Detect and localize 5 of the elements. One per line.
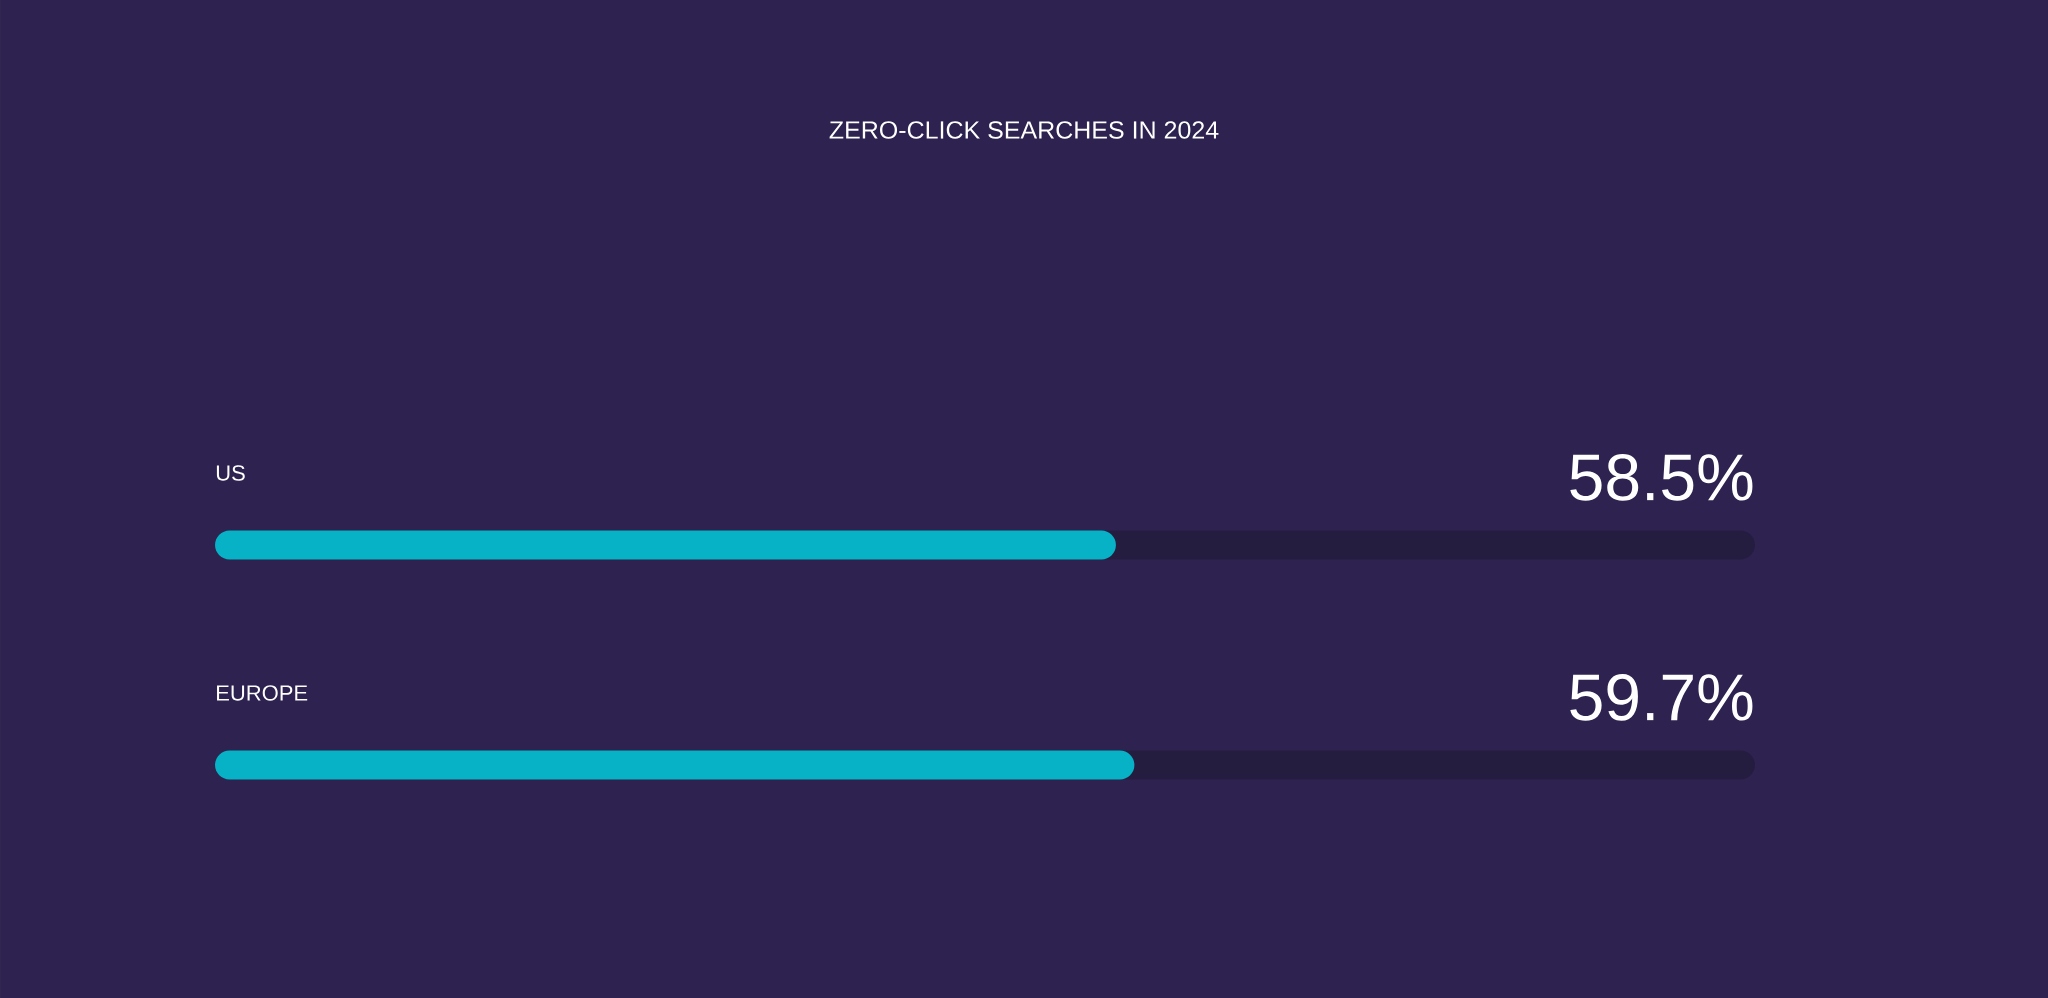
chart-title: ZERO-CLICK SEARCHES IN 2024 <box>829 121 1219 139</box>
y-tick-label: EUROPE <box>217 685 308 701</box>
data-label: 58.5% <box>1570 454 1753 501</box>
y-tick-label: US <box>216 465 245 481</box>
data-label: 59.7% <box>1570 674 1753 721</box>
